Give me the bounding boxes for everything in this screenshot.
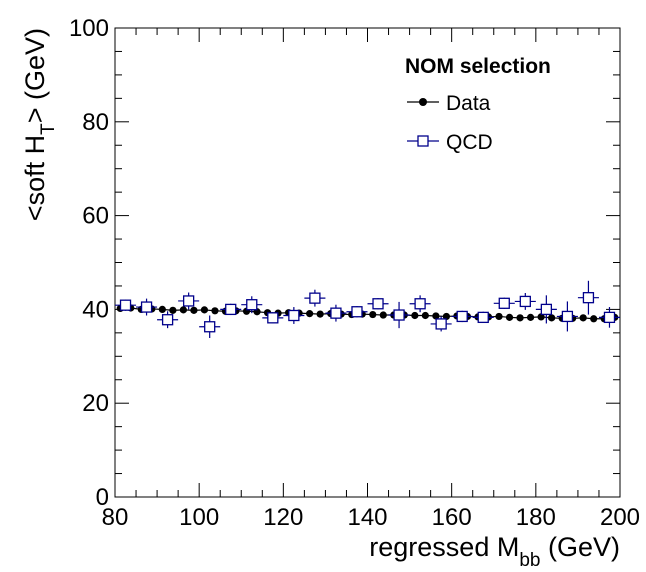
qcd-point [225, 303, 237, 316]
legend-qcd-marker [417, 135, 429, 147]
y-tick-label: 20 [82, 390, 109, 417]
x-tick-label: 140 [347, 504, 387, 531]
data-point [548, 314, 556, 322]
data-point [537, 313, 545, 321]
y-tick-label: 80 [82, 109, 109, 136]
qcd-point [456, 310, 468, 323]
qcd-point [561, 310, 574, 323]
plot-frame [114, 27, 621, 498]
x-tick-label: 180 [516, 504, 556, 531]
qcd-point [309, 292, 321, 304]
x-tick-label: 160 [432, 504, 472, 531]
y-tick-label: 100 [69, 15, 109, 42]
data-point [505, 313, 514, 321]
y-tick-label: 60 [82, 203, 109, 230]
x-tick-label: 80 [102, 504, 129, 531]
qcd-point [351, 306, 363, 318]
qcd-point [267, 312, 279, 324]
data-point [211, 307, 219, 315]
qcd-point [603, 311, 616, 324]
qcd-point [161, 314, 174, 326]
qcd-point [182, 295, 195, 307]
qcd-point [540, 303, 553, 316]
data-point [158, 305, 166, 313]
legend-header: NOM selection [405, 55, 551, 78]
y-tick-label: 0 [96, 484, 109, 511]
legend-data-label: Data [446, 92, 491, 115]
y-axis-title-post: > (GeV) [20, 28, 50, 123]
data-point [379, 311, 387, 319]
data-point [316, 310, 324, 318]
data-point [516, 314, 524, 322]
x-axis-title-subscript: bb [519, 550, 540, 571]
qcd-point [477, 311, 489, 324]
y-axis-title-subscript: T [38, 123, 59, 135]
qcd-point [414, 298, 426, 310]
data-point [526, 313, 535, 321]
legend: NOM selection Data QCD [405, 55, 551, 154]
data-point [179, 306, 187, 314]
data-point [369, 310, 377, 319]
x-axis-title: regressed Mbb (GeV) [369, 532, 620, 571]
data-point [200, 306, 209, 314]
tick-labels: 80 100 120 140 160 180 200 0 20 40 60 80 100 [69, 15, 640, 531]
data-point [421, 311, 429, 320]
y-axis-title: <soft HT> (GeV) [20, 28, 59, 221]
qcd-point [393, 309, 405, 321]
qcd-point [519, 295, 531, 308]
qcd-point [435, 318, 447, 330]
legend-data-marker [419, 98, 427, 106]
qcd-point [140, 301, 153, 313]
data-point [169, 306, 177, 314]
x-axis-title-unit: (GeV) [540, 532, 620, 562]
x-tick-label: 200 [600, 504, 640, 531]
legend-qcd-label: QCD [446, 131, 493, 154]
x-tick-label: 120 [263, 504, 303, 531]
data-point [495, 312, 503, 321]
data-point [190, 306, 198, 314]
y-tick-label: 40 [82, 296, 109, 323]
data-point [432, 312, 440, 320]
data-point [411, 311, 419, 320]
qcd-point [204, 321, 216, 333]
data-point [579, 314, 587, 322]
x-axis-title-main: regressed M [369, 532, 519, 562]
legend-entry-qcd: QCD [407, 131, 493, 154]
qcd-point [119, 299, 132, 311]
qcd-point [498, 297, 510, 309]
y-axis-title-pre: <soft H [20, 135, 50, 221]
x-tick-label: 100 [179, 504, 219, 531]
qcd-point [330, 307, 342, 319]
qcd-point [372, 298, 384, 310]
data-series-layer [115, 280, 620, 339]
data-point [590, 315, 598, 323]
qcd-point [246, 299, 258, 311]
data-point [442, 312, 451, 321]
qcd-point [288, 309, 300, 322]
data-point [306, 310, 314, 318]
qcd-point [582, 292, 595, 304]
legend-entry-data: Data [407, 92, 491, 115]
